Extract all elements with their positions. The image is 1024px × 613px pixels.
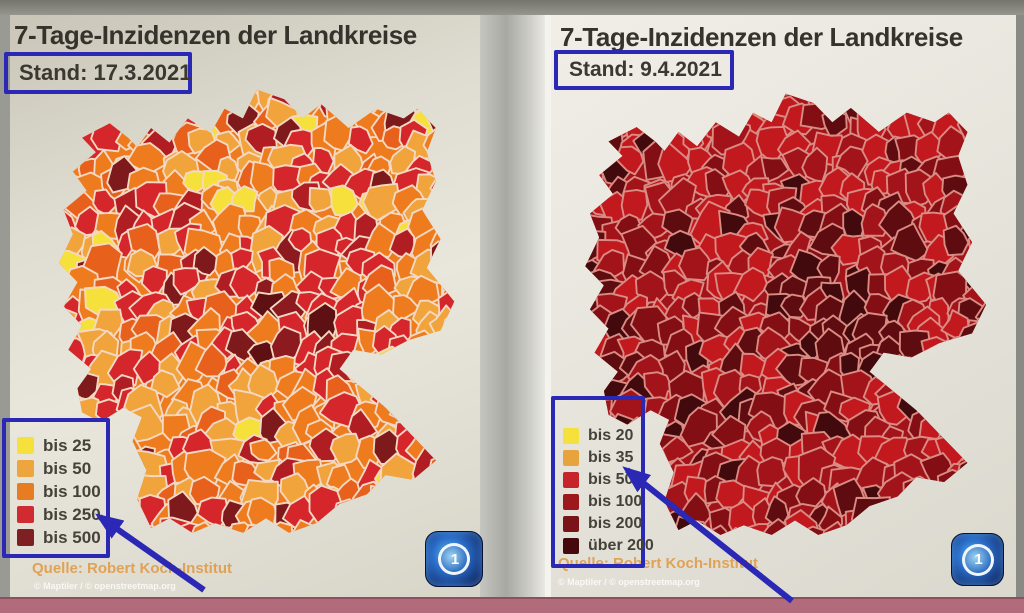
ard-digit: 1: [450, 550, 460, 568]
legend-swatch: [17, 483, 34, 500]
legend-box-left: bis 25 bis 50 bis 100 bis 250 bis 500: [2, 418, 110, 558]
stand-date-left: Stand: 17.3.2021: [19, 60, 192, 85]
legend-swatch: [17, 506, 34, 523]
legend-item: bis 100: [17, 480, 106, 503]
legend-label: bis 500: [43, 527, 101, 547]
legend-label: bis 100: [588, 493, 643, 510]
legend-label: bis 200: [588, 515, 643, 532]
legend-label: bis 50: [43, 458, 92, 478]
legend-swatch: [563, 494, 579, 510]
legend-label: bis 20: [588, 427, 634, 444]
legend-item: bis 50: [563, 469, 641, 491]
ard-ring-icon: 1: [961, 543, 994, 576]
ard-ring-icon: 1: [438, 543, 470, 575]
right-edge-strip: [1016, 15, 1024, 597]
legend-label: über 200: [588, 537, 654, 554]
legend-item: bis 250: [17, 503, 106, 526]
legend-label: bis 35: [588, 449, 634, 466]
legend-swatch: [563, 428, 579, 444]
legend-item: über 200: [563, 535, 654, 557]
legend-box-right: bis 20 bis 35 bis 50 bis 100 bis 200 übe…: [551, 396, 654, 568]
bottom-bar: [0, 597, 1024, 613]
legend-item: bis 25: [17, 434, 106, 457]
legend-item: bis 100: [563, 491, 643, 513]
legend-swatch: [17, 437, 34, 454]
legend-item: bis 500: [17, 526, 106, 549]
legend-item: bis 20: [563, 425, 641, 447]
legend-swatch: [563, 450, 579, 466]
germany-map-right: [585, 93, 987, 535]
legend-item: bis 200: [563, 513, 643, 535]
legend-swatch: [563, 516, 579, 532]
page-fold: [480, 15, 545, 597]
ard-logo-left: 1: [425, 531, 483, 587]
legend-swatch: [563, 538, 579, 554]
legend-label: bis 50: [588, 471, 634, 488]
top-bar: [0, 0, 1024, 15]
map-attribution-left: © Maptiler / © openstreetmap.org: [34, 581, 176, 591]
legend-swatch: [563, 472, 579, 488]
ard-logo-right: 1: [951, 533, 1004, 586]
date-box-right: Stand: 9.4.2021: [554, 50, 734, 90]
legend-swatch: [17, 460, 34, 477]
legend-item: bis 50: [17, 457, 106, 480]
stand-date-right: Stand: 9.4.2021: [569, 58, 722, 81]
map-title-left: 7-Tage-Inzidenzen der Landkreise: [14, 20, 417, 50]
legend-item: bis 35: [563, 447, 641, 469]
date-box-left: Stand: 17.3.2021: [4, 52, 192, 94]
legend-label: bis 100: [43, 481, 101, 501]
legend-swatch: [17, 529, 34, 546]
germany-map-left: [59, 89, 455, 533]
map-title-right: 7-Tage-Inzidenzen der Landkreise: [560, 22, 963, 52]
legend-label: bis 250: [43, 504, 101, 524]
ard-digit: 1: [974, 551, 983, 568]
source-credit-left: Quelle: Robert Koch-Institut: [32, 560, 232, 577]
legend-label: bis 25: [43, 435, 92, 455]
map-attribution-right: © Maptiler / © openstreetmap.org: [558, 577, 700, 587]
